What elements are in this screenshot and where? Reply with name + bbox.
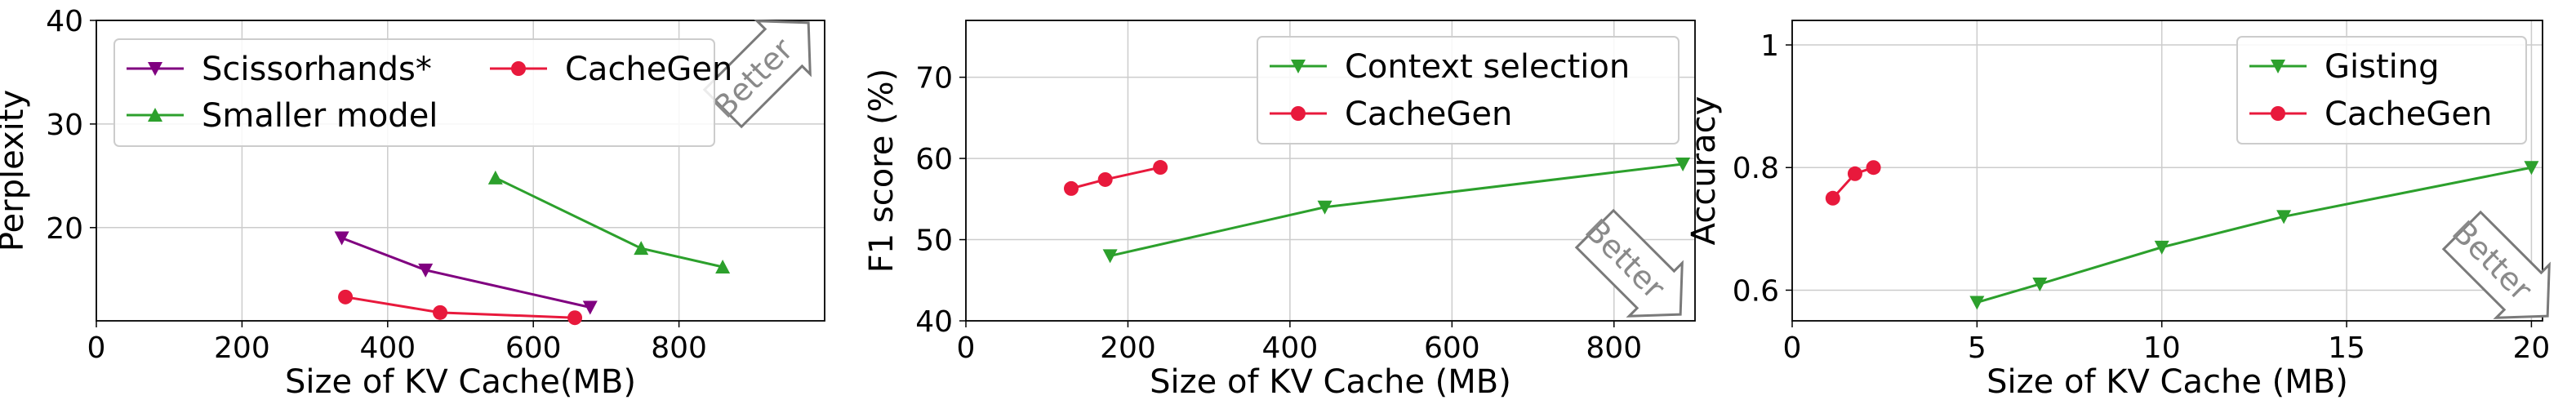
x-tick-label: 200 [214,331,270,365]
data-point [487,170,503,184]
data-point [2276,210,2292,225]
legend-label: Scissorhands* [202,51,432,88]
data-point [433,305,448,320]
x-tick-label: 200 [1100,331,1156,365]
chart-1: 0 200 400 600 800 20 30 40 Size of KV Cache(MB) P… [0,5,825,401]
x-axis-label: Size of KV Cache (MB) [1150,363,1511,401]
data-point [1825,190,1840,206]
x-tick-label: 400 [359,331,416,365]
y-tick-label: 1 [1760,29,1779,63]
data-point [1097,171,1113,187]
legend-marker [2271,106,2285,121]
y-axis-label: Accuracy [1685,96,1723,246]
legend-marker [511,61,526,76]
data-point [1847,166,1862,181]
legend-marker [1291,106,1306,121]
data-point [1102,249,1118,264]
data-point [1675,158,1691,172]
series-line-scissorhands- [341,237,591,309]
legend-label: Gisting [2325,48,2440,86]
y-tick-label: 50 [915,225,953,258]
y-tick-label: 30 [46,109,83,142]
data-point [418,263,434,278]
data-point [1317,200,1332,215]
chart-2: 0 200 400 600 800 40 50 60 70 Size of KV Cache (M… [863,20,1696,401]
chart-3: 0 5 10 15 20 0.6 0.8 1 Size of KV Cache (MB) Accu… [1685,20,2551,401]
data-point [1153,160,1168,176]
better-arrow-shape [2441,210,2551,319]
y-tick-label: 0.6 [1733,274,1779,308]
y-tick-label: 0.8 [1733,152,1779,185]
data-point [634,241,649,256]
data-point [582,300,598,315]
data-point [2154,240,2169,255]
plot-frame [1791,20,2543,322]
x-tick-label: 0 [957,331,976,365]
series-line-cachegen [1070,166,1161,190]
x-tick-label: 5 [1968,331,1987,365]
legend-label: Smaller model [202,97,438,135]
legend-marker [148,108,162,122]
x-tick-label: 10 [2143,331,2181,365]
data-point [567,310,583,326]
data-point [715,260,731,274]
legend-box [113,38,715,147]
better-arrow-shape [702,20,812,129]
x-tick-label: 800 [1586,331,1642,365]
x-tick-label: 15 [2328,331,2365,365]
better-arrow-shape [1574,208,1684,318]
legend-box [1257,36,1680,144]
legend-label: CacheGen [1345,96,1512,133]
legend-label: CacheGen [2325,96,2492,133]
legend-label: CacheGen [565,51,732,88]
y-axis-label: F1 score (%) [863,69,901,273]
data-point [2032,277,2048,291]
plot-frame [965,20,1696,322]
x-tick-label: 0 [1783,331,1802,365]
x-tick-label: 600 [505,331,562,365]
x-axis-label: Size of KV Cache (MB) [1987,363,2348,401]
legend-label: Context selection [1345,48,1630,86]
legend-marker [148,62,162,76]
legend-marker [2271,60,2285,73]
series-line-smaller-model [495,176,723,269]
data-point [1866,160,1881,176]
series-line-cachegen [345,296,576,319]
y-tick-label: 20 [46,212,83,246]
data-point [334,231,349,246]
y-tick-label: 60 [915,143,953,176]
x-tick-label: 800 [651,331,707,365]
y-tick-label: 70 [915,62,953,96]
legend-marker [1291,60,1306,73]
x-axis-label: Size of KV Cache(MB) [285,363,636,401]
y-tick-label: 40 [915,305,953,339]
plot-frame [96,20,825,322]
data-point [2524,161,2539,176]
x-tick-label: 600 [1424,331,1480,365]
x-tick-label: 0 [87,331,106,365]
data-point [1063,180,1079,196]
y-tick-label: 40 [46,5,83,38]
x-tick-label: 400 [1262,331,1319,365]
y-axis-label: Perplexity [0,90,31,251]
legend-box [2236,36,2527,144]
series-line-gisting [1976,166,2532,304]
data-point [1969,296,1985,310]
data-point [338,289,354,305]
x-tick-label: 20 [2513,331,2551,365]
